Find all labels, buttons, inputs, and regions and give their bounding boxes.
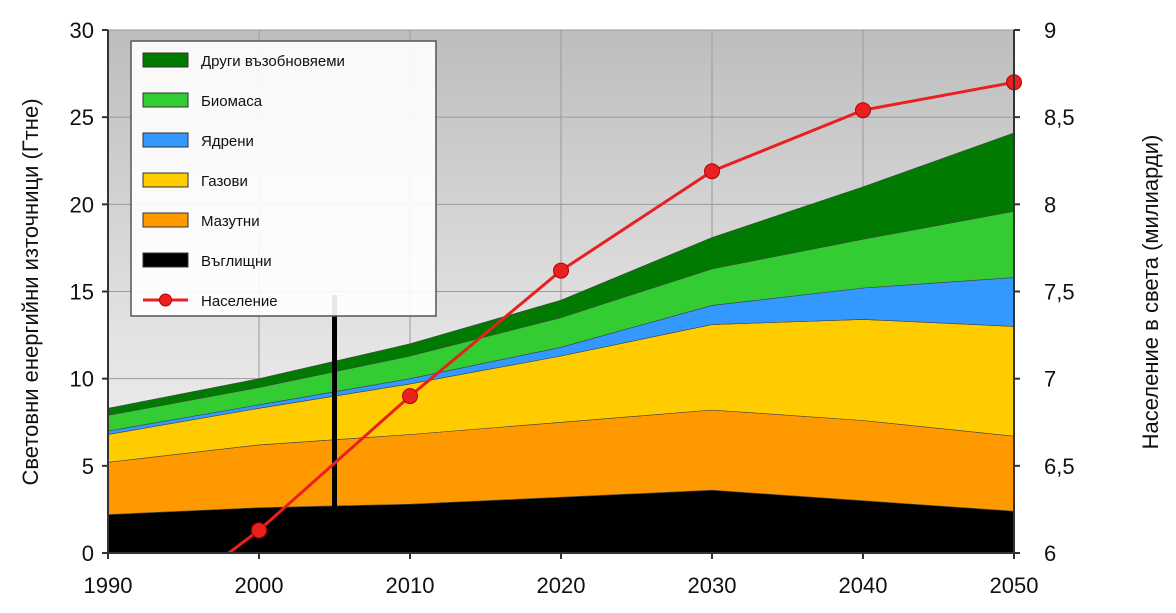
y-axis-left-label: Световни енергийни източници (Гтне) bbox=[18, 98, 43, 485]
y-left-tick-label: 0 bbox=[82, 541, 94, 566]
y-left-tick-label: 20 bbox=[70, 192, 94, 217]
legend-label: Население bbox=[201, 293, 278, 310]
y-left-tick-label: 10 bbox=[70, 367, 94, 392]
legend-population-marker bbox=[159, 293, 172, 307]
legend-swatch bbox=[142, 212, 189, 228]
legend-label: Мазутни bbox=[201, 213, 260, 230]
x-tick-label: 2010 bbox=[386, 573, 435, 598]
legend: Други възобновяеми Биомаса Ядрени Газови Маз… bbox=[130, 40, 437, 317]
population-point bbox=[553, 262, 569, 279]
y-left-tick-label: 15 bbox=[70, 280, 94, 305]
x-tick-label: 2040 bbox=[839, 573, 888, 598]
population-point bbox=[251, 522, 267, 539]
population-point bbox=[704, 163, 720, 180]
x-tick-label: 2020 bbox=[537, 573, 586, 598]
y-right-tick-label: 8 bbox=[1044, 192, 1056, 217]
population-point bbox=[855, 102, 871, 119]
y-axis-right-label: Население в света (милиарди) bbox=[1138, 135, 1163, 450]
x-tick-label: 2030 bbox=[688, 573, 737, 598]
y-right-tick-label: 6 bbox=[1044, 541, 1056, 566]
population-line bbox=[227, 74, 1022, 555]
y-left-tick-label: 5 bbox=[82, 454, 94, 479]
legend-label: Биомаса bbox=[201, 93, 263, 110]
legend-swatch bbox=[142, 52, 189, 68]
y-right-tick-label: 9 bbox=[1044, 18, 1056, 43]
y-right-tick-label: 8,5 bbox=[1044, 105, 1075, 130]
legend-swatch bbox=[142, 92, 189, 108]
population-point bbox=[402, 388, 418, 405]
x-tick-label: 2050 bbox=[990, 573, 1039, 598]
y-left-tick-label: 25 bbox=[70, 105, 94, 130]
y-right-tick-label: 6,5 bbox=[1044, 454, 1075, 479]
legend-swatch bbox=[142, 252, 189, 268]
y-left-tick-label: 30 bbox=[70, 18, 94, 43]
x-tick-label: 2000 bbox=[235, 573, 284, 598]
legend-label: Въглищни bbox=[201, 253, 272, 270]
y-right-tick-label: 7,5 bbox=[1044, 280, 1075, 305]
legend-label: Ядрени bbox=[201, 133, 254, 150]
y-right-tick-label: 7 bbox=[1044, 367, 1056, 392]
axes: 1990 2000 2010 2020 2030 2040 2050 0 5 10 15 20 25 30… bbox=[70, 18, 1075, 598]
legend-label: Други възобновяеми bbox=[201, 53, 345, 70]
legend-swatch bbox=[142, 132, 189, 148]
legend-swatch bbox=[142, 172, 189, 188]
x-tick-label: 1990 bbox=[84, 573, 133, 598]
legend-label: Газови bbox=[201, 173, 248, 190]
